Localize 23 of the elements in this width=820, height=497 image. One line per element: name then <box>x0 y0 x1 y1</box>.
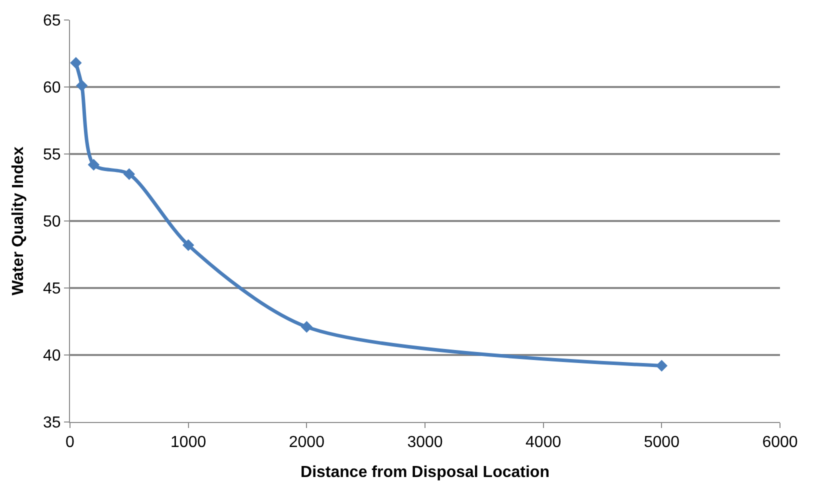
point <box>76 80 88 92</box>
y-tick-label: 50 <box>43 214 61 231</box>
point <box>300 321 313 333</box>
x-tick-label: 2000 <box>288 434 325 452</box>
x-tick-label: 5000 <box>644 434 680 452</box>
y-tick-label: 35 <box>43 414 61 432</box>
x-tick-label: 6000 <box>762 434 798 452</box>
y-tick-label: 60 <box>43 80 61 97</box>
y-tick-label: 55 <box>43 146 61 164</box>
point <box>656 360 668 372</box>
y-tick-label: 65 <box>43 12 61 30</box>
x-tick-label: 1000 <box>170 434 206 452</box>
point <box>182 239 194 251</box>
point <box>88 158 100 171</box>
point <box>123 168 136 180</box>
x-tick-label: 4000 <box>526 434 562 452</box>
y-tick-label: 45 <box>43 280 61 298</box>
x-tick-label: 3000 <box>407 434 443 452</box>
x-tick-label: 0 <box>66 434 75 452</box>
y-axis-title: Water Quality Index <box>10 146 27 296</box>
x-axis-title: Distance from Disposal Location <box>300 464 550 481</box>
y-tick-label: 40 <box>43 348 61 365</box>
point <box>70 57 82 69</box>
